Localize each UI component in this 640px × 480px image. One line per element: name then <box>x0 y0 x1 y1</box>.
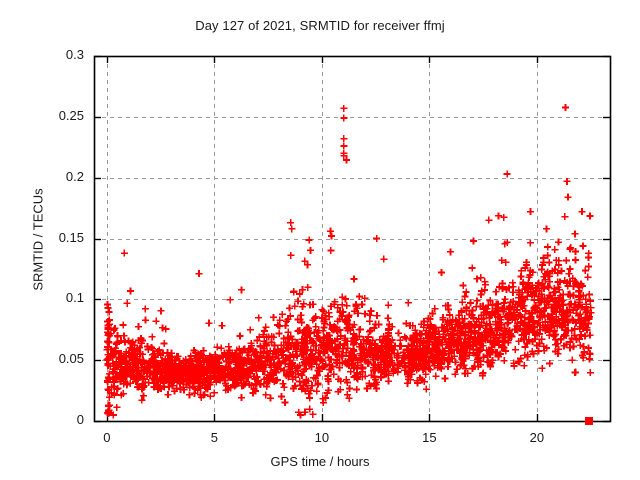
x-tick-label: 20 <box>529 430 545 445</box>
y-tick-label: 0 <box>76 412 84 427</box>
x-tick-label: 15 <box>422 430 437 445</box>
y-tick-label: 0.1 <box>65 290 84 306</box>
y-tick-label: 0.05 <box>58 351 84 367</box>
plot-frame <box>93 55 612 423</box>
y-tick-label: 0.3 <box>65 47 84 62</box>
x-tick-label: 0 <box>103 430 111 445</box>
axis-ticks <box>94 55 610 423</box>
y-tick-label: 0.15 <box>58 229 84 245</box>
x-axis-title: GPS time / hours <box>270 454 370 469</box>
x-tick-label: 10 <box>314 430 330 445</box>
x-tick-label: 5 <box>210 430 218 445</box>
page-title: Day 127 of 2021, SRMTID for receiver ffm… <box>195 18 445 33</box>
y-tick-label: 0.25 <box>58 107 84 123</box>
y-tick-label: 0.2 <box>65 168 84 184</box>
data-points <box>103 103 595 425</box>
